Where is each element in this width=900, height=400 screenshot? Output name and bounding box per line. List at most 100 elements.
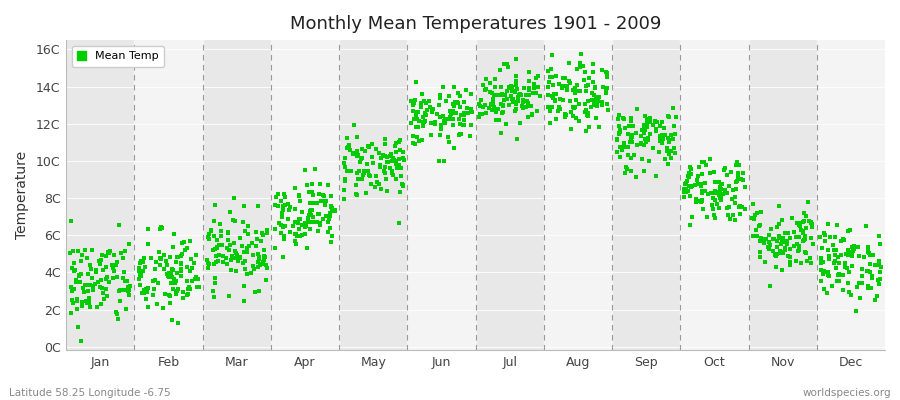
- Point: [141, 304, 156, 311]
- Point: [322, 216, 337, 222]
- Point: [706, 206, 721, 213]
- Point: [849, 308, 863, 315]
- Point: [207, 294, 221, 300]
- Point: [302, 226, 317, 232]
- Point: [570, 66, 584, 72]
- Point: [793, 223, 807, 229]
- Point: [815, 271, 830, 278]
- Point: [393, 173, 408, 180]
- Point: [636, 127, 651, 133]
- Point: [613, 144, 627, 150]
- Point: [240, 244, 255, 251]
- Point: [475, 104, 490, 110]
- Point: [245, 240, 259, 246]
- Point: [506, 96, 520, 102]
- Point: [554, 85, 569, 91]
- Point: [691, 181, 706, 187]
- Point: [857, 254, 871, 260]
- Point: [695, 196, 709, 203]
- Point: [505, 96, 519, 103]
- Point: [202, 236, 216, 242]
- Point: [873, 268, 887, 275]
- Point: [489, 108, 503, 114]
- Point: [491, 117, 506, 123]
- Point: [389, 161, 403, 168]
- Point: [472, 101, 487, 107]
- Point: [415, 91, 429, 97]
- Point: [381, 159, 395, 165]
- Point: [625, 118, 639, 124]
- Point: [78, 247, 93, 254]
- Point: [580, 112, 594, 118]
- Point: [613, 154, 627, 160]
- Point: [81, 271, 95, 277]
- Point: [572, 101, 586, 108]
- Point: [500, 88, 514, 95]
- Point: [405, 140, 419, 146]
- Point: [202, 261, 217, 268]
- Point: [821, 247, 835, 254]
- Point: [170, 270, 184, 276]
- Point: [509, 106, 524, 113]
- Point: [842, 246, 856, 253]
- Point: [90, 279, 104, 285]
- Point: [508, 77, 523, 84]
- Point: [81, 295, 95, 302]
- Point: [814, 256, 828, 263]
- Point: [388, 158, 402, 164]
- Point: [324, 206, 338, 213]
- Point: [706, 202, 720, 208]
- Point: [349, 148, 364, 154]
- Point: [625, 139, 639, 145]
- Point: [75, 252, 89, 258]
- Point: [585, 79, 599, 85]
- Point: [551, 108, 565, 115]
- Point: [555, 97, 570, 103]
- Point: [489, 116, 503, 123]
- Point: [855, 266, 869, 272]
- Point: [250, 264, 265, 270]
- Point: [526, 90, 541, 96]
- Point: [791, 234, 806, 240]
- Point: [572, 60, 587, 66]
- Point: [773, 248, 788, 254]
- Point: [292, 193, 306, 200]
- Point: [137, 287, 151, 293]
- Point: [409, 124, 423, 131]
- Point: [407, 100, 421, 106]
- Point: [513, 91, 527, 98]
- Point: [222, 246, 237, 253]
- Point: [796, 228, 810, 234]
- Point: [714, 186, 728, 192]
- Point: [220, 230, 235, 236]
- Point: [845, 251, 859, 258]
- Point: [110, 311, 124, 317]
- Point: [278, 222, 293, 229]
- Point: [805, 224, 819, 230]
- Point: [64, 218, 78, 224]
- Point: [829, 247, 843, 254]
- Point: [416, 123, 430, 130]
- Point: [625, 168, 639, 174]
- Point: [131, 275, 146, 282]
- Point: [410, 116, 425, 122]
- Point: [826, 242, 841, 248]
- Point: [233, 254, 248, 261]
- Point: [461, 110, 475, 116]
- Point: [421, 98, 436, 104]
- Point: [171, 254, 185, 260]
- Point: [207, 218, 221, 224]
- Point: [183, 268, 197, 274]
- Point: [365, 160, 380, 166]
- Point: [565, 104, 580, 111]
- Point: [113, 286, 128, 293]
- Point: [281, 201, 295, 208]
- Point: [237, 282, 251, 289]
- Point: [600, 74, 615, 80]
- Point: [595, 102, 609, 108]
- Point: [720, 204, 734, 211]
- Point: [547, 90, 562, 97]
- Point: [397, 157, 411, 163]
- Point: [590, 103, 604, 109]
- Point: [170, 286, 184, 292]
